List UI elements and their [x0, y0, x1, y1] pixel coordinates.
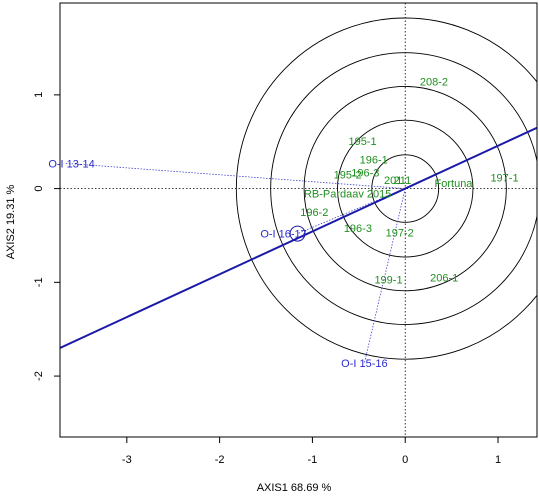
average-environment-axis: [60, 126, 537, 349]
axis-line: [60, 126, 537, 349]
x-tick-label: -1: [308, 454, 318, 466]
genotype-label: 195-1: [348, 136, 376, 148]
y-tick-label: -1: [33, 277, 45, 287]
y-tick-label: -2: [33, 371, 45, 381]
reference-lines: [60, 3, 537, 437]
genotype-label: 196-3: [351, 168, 379, 180]
x-axis-ticks: -3 -2 -1 0 1: [122, 437, 501, 466]
x-axis-label: AXIS1 68.69 %: [257, 482, 332, 494]
plot-frame: [59, 2, 538, 438]
genotype-label: 195-2: [334, 170, 362, 182]
genotype-label: Fortuna: [435, 178, 474, 190]
x-tick-label: 0: [402, 454, 408, 466]
y-tick-label: 0: [33, 186, 45, 192]
genotype-label: 208-2: [420, 77, 448, 89]
environment-label: O-I 16-17: [260, 229, 306, 241]
x-tick-label: -2: [215, 454, 225, 466]
genotype-label: 197-2: [386, 228, 414, 240]
ideal-marker-circle: [289, 225, 306, 242]
genotype-label: 211: [394, 175, 412, 187]
genotype-label: 206-1: [430, 273, 458, 285]
genotype-label: 197-1: [490, 172, 518, 184]
y-tick-label: 1: [33, 92, 45, 98]
genotype-label: 199-1: [374, 275, 402, 287]
y-axis-ticks: -2 -1 0 1: [33, 92, 60, 381]
y-axis-label: AXIS2 19.31 %: [5, 184, 17, 259]
environment-label: O-I 13-14: [48, 158, 94, 170]
genotype-label: RB-Pardaav 2015: [304, 188, 391, 200]
genotype-label: 196-1: [360, 155, 388, 167]
genotype-label: 196-2: [300, 207, 328, 219]
plot-border: [59, 2, 538, 438]
x-tick-label: -3: [122, 454, 132, 466]
genotype-label: 201: [384, 175, 402, 187]
genotype-label: 196-3: [344, 223, 372, 235]
environment-label: O-I 15-16: [341, 358, 387, 370]
x-tick-label: 1: [495, 454, 501, 466]
